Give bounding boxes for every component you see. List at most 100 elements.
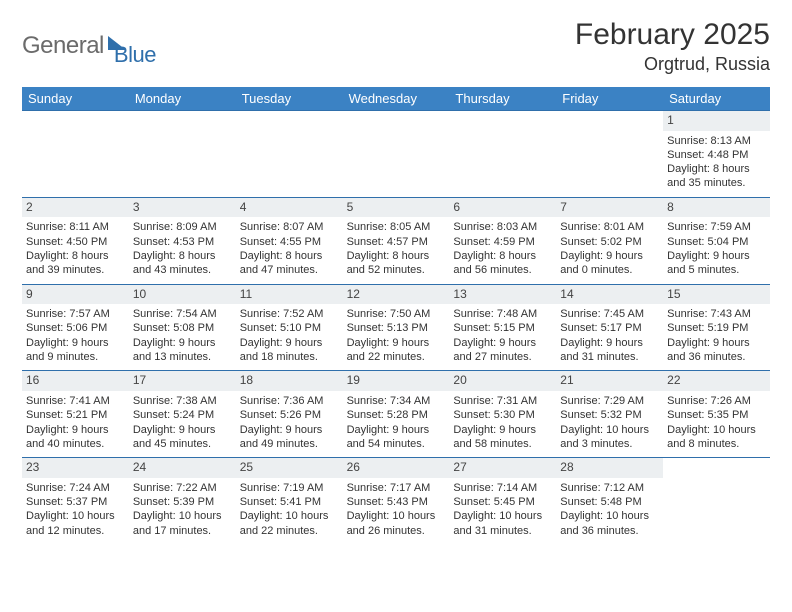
weekday-sunday: Sunday [22,87,129,110]
calendar-day: 17Sunrise: 7:38 AMSunset: 5:24 PMDayligh… [129,371,236,457]
logo: General Blue [22,24,156,68]
daylight-text: Daylight: 8 hours and 56 minutes. [453,249,552,278]
daylight-text: Daylight: 9 hours and 22 minutes. [347,336,446,365]
sunrise-text: Sunrise: 8:01 AM [560,220,659,234]
calendar-day-empty: . [663,458,770,544]
weekday-tuesday: Tuesday [236,87,343,110]
day-number: 7 [556,198,663,218]
day-number: 11 [236,285,343,305]
daylight-text: Daylight: 8 hours and 43 minutes. [133,249,232,278]
daylight-text: Daylight: 10 hours and 8 minutes. [667,423,766,452]
day-number: 2 [22,198,129,218]
daylight-text: Daylight: 10 hours and 3 minutes. [560,423,659,452]
sunset-text: Sunset: 5:15 PM [453,321,552,335]
day-number: 16 [22,371,129,391]
sunrise-text: Sunrise: 7:48 AM [453,307,552,321]
weekday-wednesday: Wednesday [343,87,450,110]
sunset-text: Sunset: 5:43 PM [347,495,446,509]
sunrise-text: Sunrise: 8:13 AM [667,134,766,148]
daylight-text: Daylight: 10 hours and 17 minutes. [133,509,232,538]
daylight-text: Daylight: 9 hours and 40 minutes. [26,423,125,452]
calendar-day-empty: . [449,111,556,197]
day-number: 17 [129,371,236,391]
day-number: 13 [449,285,556,305]
daylight-text: Daylight: 8 hours and 39 minutes. [26,249,125,278]
sunrise-text: Sunrise: 7:41 AM [26,394,125,408]
sunset-text: Sunset: 5:35 PM [667,408,766,422]
calendar-week: 16Sunrise: 7:41 AMSunset: 5:21 PMDayligh… [22,370,770,457]
daylight-text: Daylight: 9 hours and 13 minutes. [133,336,232,365]
sunrise-text: Sunrise: 7:50 AM [347,307,446,321]
day-number: 23 [22,458,129,478]
calendar-day-empty: . [129,111,236,197]
calendar-day: 9Sunrise: 7:57 AMSunset: 5:06 PMDaylight… [22,285,129,371]
calendar-day: 14Sunrise: 7:45 AMSunset: 5:17 PMDayligh… [556,285,663,371]
calendar-day: 13 Sunrise: 7:48 AMSunset: 5:15 PMDayligh… [449,285,556,371]
day-number: 5 [343,198,450,218]
sunset-text: Sunset: 4:57 PM [347,235,446,249]
calendar-day: 26Sunrise: 7:17 AMSunset: 5:43 PMDayligh… [343,458,450,544]
daylight-text: Daylight: 9 hours and 36 minutes. [667,336,766,365]
calendar-week: 2Sunrise: 8:11 AMSunset: 4:50 PMDaylight… [22,197,770,284]
calendar-day-empty: . [556,111,663,197]
day-number: 15 [663,285,770,305]
sunrise-text: Sunrise: 7:17 AM [347,481,446,495]
sunset-text: Sunset: 5:37 PM [26,495,125,509]
sunrise-text: Sunrise: 7:34 AM [347,394,446,408]
sunset-text: Sunset: 5:21 PM [26,408,125,422]
calendar-day: 25 Sunrise: 7:19 AMSunset: 5:41 PMDayligh… [236,458,343,544]
sunset-text: Sunset: 5:32 PM [560,408,659,422]
day-number: 10 [129,285,236,305]
day-number: 6 [449,198,556,218]
day-number: 19 [343,371,450,391]
calendar-day: 8Sunrise: 7:59 AMSunset: 5:04 PMDaylight… [663,198,770,284]
daylight-text: Daylight: 9 hours and 27 minutes. [453,336,552,365]
calendar-day-empty: . [236,111,343,197]
daylight-text: Daylight: 10 hours and 31 minutes. [453,509,552,538]
calendar-body: ......1Sunrise: 8:13 AMSunset: 4:48 PMDa… [22,110,770,544]
sunset-text: Sunset: 5:08 PM [133,321,232,335]
daylight-text: Daylight: 8 hours and 52 minutes. [347,249,446,278]
weekday-friday: Friday [556,87,663,110]
calendar-day: 21Sunrise: 7:29 AMSunset: 5:32 PMDayligh… [556,371,663,457]
sunrise-text: Sunrise: 7:14 AM [453,481,552,495]
daylight-text: Daylight: 10 hours and 22 minutes. [240,509,339,538]
sunset-text: Sunset: 4:53 PM [133,235,232,249]
daylight-text: Daylight: 10 hours and 26 minutes. [347,509,446,538]
sunset-text: Sunset: 5:41 PM [240,495,339,509]
calendar-day-empty: . [22,111,129,197]
day-number: 1 [663,111,770,131]
sunrise-text: Sunrise: 7:24 AM [26,481,125,495]
daylight-text: Daylight: 9 hours and 9 minutes. [26,336,125,365]
calendar-week: ......1Sunrise: 8:13 AMSunset: 4:48 PMDa… [22,110,770,197]
day-number: 28 [556,458,663,478]
day-number: 20 [449,371,556,391]
calendar-day: 20Sunrise: 7:31 AMSunset: 5:30 PMDayligh… [449,371,556,457]
calendar-day: 24Sunrise: 7:22 AMSunset: 5:39 PMDayligh… [129,458,236,544]
sunset-text: Sunset: 5:02 PM [560,235,659,249]
sunrise-text: Sunrise: 8:05 AM [347,220,446,234]
calendar-day: 3Sunrise: 8:09 AMSunset: 4:53 PMDaylight… [129,198,236,284]
calendar-day: 11Sunrise: 7:52 AMSunset: 5:10 PMDayligh… [236,285,343,371]
sunset-text: Sunset: 5:13 PM [347,321,446,335]
daylight-text: Daylight: 10 hours and 12 minutes. [26,509,125,538]
sunset-text: Sunset: 5:04 PM [667,235,766,249]
daylight-text: Daylight: 9 hours and 45 minutes. [133,423,232,452]
sunrise-text: Sunrise: 8:09 AM [133,220,232,234]
weekday-monday: Monday [129,87,236,110]
calendar-day: 2Sunrise: 8:11 AMSunset: 4:50 PMDaylight… [22,198,129,284]
calendar-day: 19Sunrise: 7:34 AMSunset: 5:28 PMDayligh… [343,371,450,457]
daylight-text: Daylight: 10 hours and 36 minutes. [560,509,659,538]
sunset-text: Sunset: 5:06 PM [26,321,125,335]
sunset-text: Sunset: 5:39 PM [133,495,232,509]
sunrise-text: Sunrise: 7:43 AM [667,307,766,321]
daylight-text: Daylight: 9 hours and 0 minutes. [560,249,659,278]
sunrise-text: Sunrise: 7:36 AM [240,394,339,408]
sunset-text: Sunset: 4:59 PM [453,235,552,249]
day-number: 24 [129,458,236,478]
sunset-text: Sunset: 4:48 PM [667,148,766,162]
daylight-text: Daylight: 8 hours and 47 minutes. [240,249,339,278]
weekday-saturday: Saturday [663,87,770,110]
day-number: 25 [236,458,343,478]
sunrise-text: Sunrise: 7:19 AM [240,481,339,495]
